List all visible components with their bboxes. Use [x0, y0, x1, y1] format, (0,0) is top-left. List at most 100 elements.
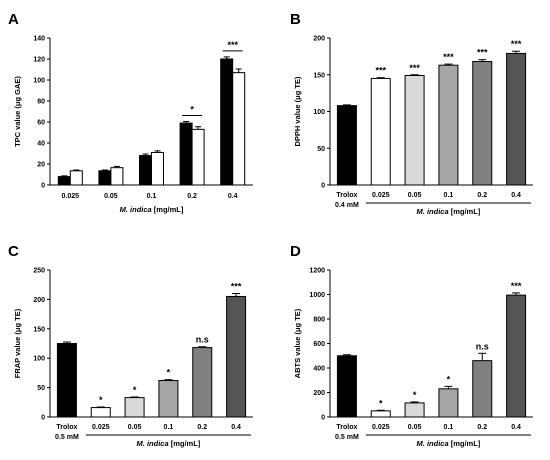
y-tick-label: 20	[37, 162, 45, 169]
x-axis-label-species: M. indica	[417, 439, 449, 448]
x-tick-label: 0.025	[372, 192, 390, 199]
x-tick-label: 0.025	[372, 424, 390, 431]
significance-marker: *	[447, 374, 451, 384]
y-tick-label: 50	[317, 146, 325, 153]
panel-a: A 0 20 40 60 80 100 120 140 TPC value (μg GAE) 0.0…	[8, 11, 253, 214]
x-tick-label: 0.2	[187, 193, 197, 200]
bar	[151, 151, 164, 186]
y-tick-label: 140	[33, 36, 45, 43]
x-tick-label: 0.05	[104, 193, 118, 200]
x-axis-label: M. indica [mg/mL]	[120, 205, 184, 214]
panel-c: C 0 50 100 150 200 250 FRAP value (μg TE) Trolox…	[8, 243, 253, 448]
bar	[438, 64, 459, 186]
x-tick-label: 0.1	[147, 193, 157, 200]
x-axis-label-unit: [mg/mL]	[449, 207, 481, 216]
x-axis-label: M. indica [mg/mL]	[137, 439, 201, 448]
x-tick-label: 0.025	[92, 424, 110, 431]
panel-label: A	[8, 11, 19, 28]
y-tick-label: 200	[33, 297, 45, 304]
bar	[139, 155, 152, 186]
panel-label: D	[290, 243, 301, 260]
significance-marker: ***	[511, 281, 522, 291]
significance-marker: *	[167, 368, 171, 378]
bar	[110, 167, 124, 186]
x-tick-label: 0.1	[164, 424, 174, 431]
significance-marker: *	[133, 385, 137, 395]
y-tick-label: 200	[313, 390, 325, 397]
control-label: Trolox	[336, 192, 357, 199]
y-tick-label: 150	[33, 326, 45, 333]
significance-marker: *	[379, 398, 383, 408]
y-tick-label: 600	[313, 341, 325, 348]
y-tick-label: 200	[313, 36, 325, 43]
panel-label: C	[8, 243, 19, 260]
y-tick-label: 100	[33, 356, 45, 363]
x-axis-label-species: M. indica	[417, 207, 449, 216]
y-tick-label: 250	[33, 268, 45, 275]
x-axis-label-unit: [mg/mL]	[152, 205, 184, 214]
significance-marker: *	[190, 104, 194, 114]
panel-d: D 0 200 400 600 800 1000 1200 ABTS value (μg TE)…	[290, 243, 533, 448]
control-concentration: 0.4 mM	[335, 202, 359, 209]
significance-marker: ***	[227, 40, 238, 50]
significance-marker: *	[99, 395, 103, 405]
bar	[124, 397, 145, 418]
y-tick-label: 150	[313, 72, 325, 79]
y-tick-label: 0	[321, 415, 325, 422]
y-tick-label: 40	[37, 141, 45, 148]
bar	[472, 61, 493, 186]
significance-marker: ***	[409, 63, 420, 73]
bar	[370, 77, 391, 186]
bar	[506, 52, 527, 186]
bar	[226, 295, 247, 418]
significance-marker: n.s	[476, 341, 489, 351]
control-concentration: 0.5 mM	[55, 434, 79, 441]
x-tick-label: 0.2	[197, 424, 207, 431]
y-tick-label: 60	[37, 120, 45, 127]
x-tick-label: 0.4	[231, 424, 241, 431]
bar	[506, 294, 527, 418]
bar	[370, 410, 391, 418]
control-concentration: 0.5 mM	[335, 434, 359, 441]
x-axis-label-unit: [mg/mL]	[169, 439, 201, 448]
y-tick-label: 0	[321, 183, 325, 190]
bar	[472, 360, 493, 418]
x-tick-label: 0.025	[62, 193, 80, 200]
y-axis-label: TPC value (μg GAE)	[13, 76, 22, 147]
significance-marker: ***	[443, 52, 454, 62]
bar	[232, 72, 246, 186]
bar	[220, 58, 234, 186]
x-tick-label: 0.2	[477, 192, 487, 199]
y-tick-label: 1000	[309, 292, 325, 299]
y-axis-label: FRAP value (μg TE)	[13, 308, 22, 378]
x-tick-label: 0.05	[408, 424, 422, 431]
bar	[158, 380, 179, 418]
significance-marker: ***	[477, 48, 488, 58]
significance-marker: n.s	[196, 335, 209, 345]
bar	[336, 105, 357, 186]
x-tick-label: 0.2	[477, 424, 487, 431]
x-tick-label: 0.4	[511, 424, 521, 431]
x-axis-label-species: M. indica	[137, 439, 169, 448]
y-tick-label: 120	[33, 57, 45, 64]
bar	[90, 407, 111, 418]
y-tick-label: 400	[313, 366, 325, 373]
bar	[438, 388, 459, 418]
bar	[98, 170, 112, 186]
bar	[56, 343, 77, 418]
x-tick-label: 0.05	[128, 424, 142, 431]
x-tick-label: 0.05	[408, 192, 422, 199]
panel-b: B 0 50 100 150 200 DPPH value (μg TE) Trolox 0.4…	[290, 11, 533, 216]
x-axis-label-unit: [mg/mL]	[449, 439, 481, 448]
y-tick-label: 800	[313, 317, 325, 324]
control-label: Trolox	[336, 424, 357, 431]
significance-marker: ***	[511, 39, 522, 49]
bar	[179, 122, 193, 186]
x-tick-label: 0.1	[444, 192, 454, 199]
y-axis-label: DPPH value (μg TE)	[293, 76, 302, 147]
x-tick-label: 0.4	[511, 192, 521, 199]
bar	[336, 355, 357, 418]
significance-marker: *	[413, 390, 417, 400]
significance-marker: ***	[231, 282, 242, 292]
